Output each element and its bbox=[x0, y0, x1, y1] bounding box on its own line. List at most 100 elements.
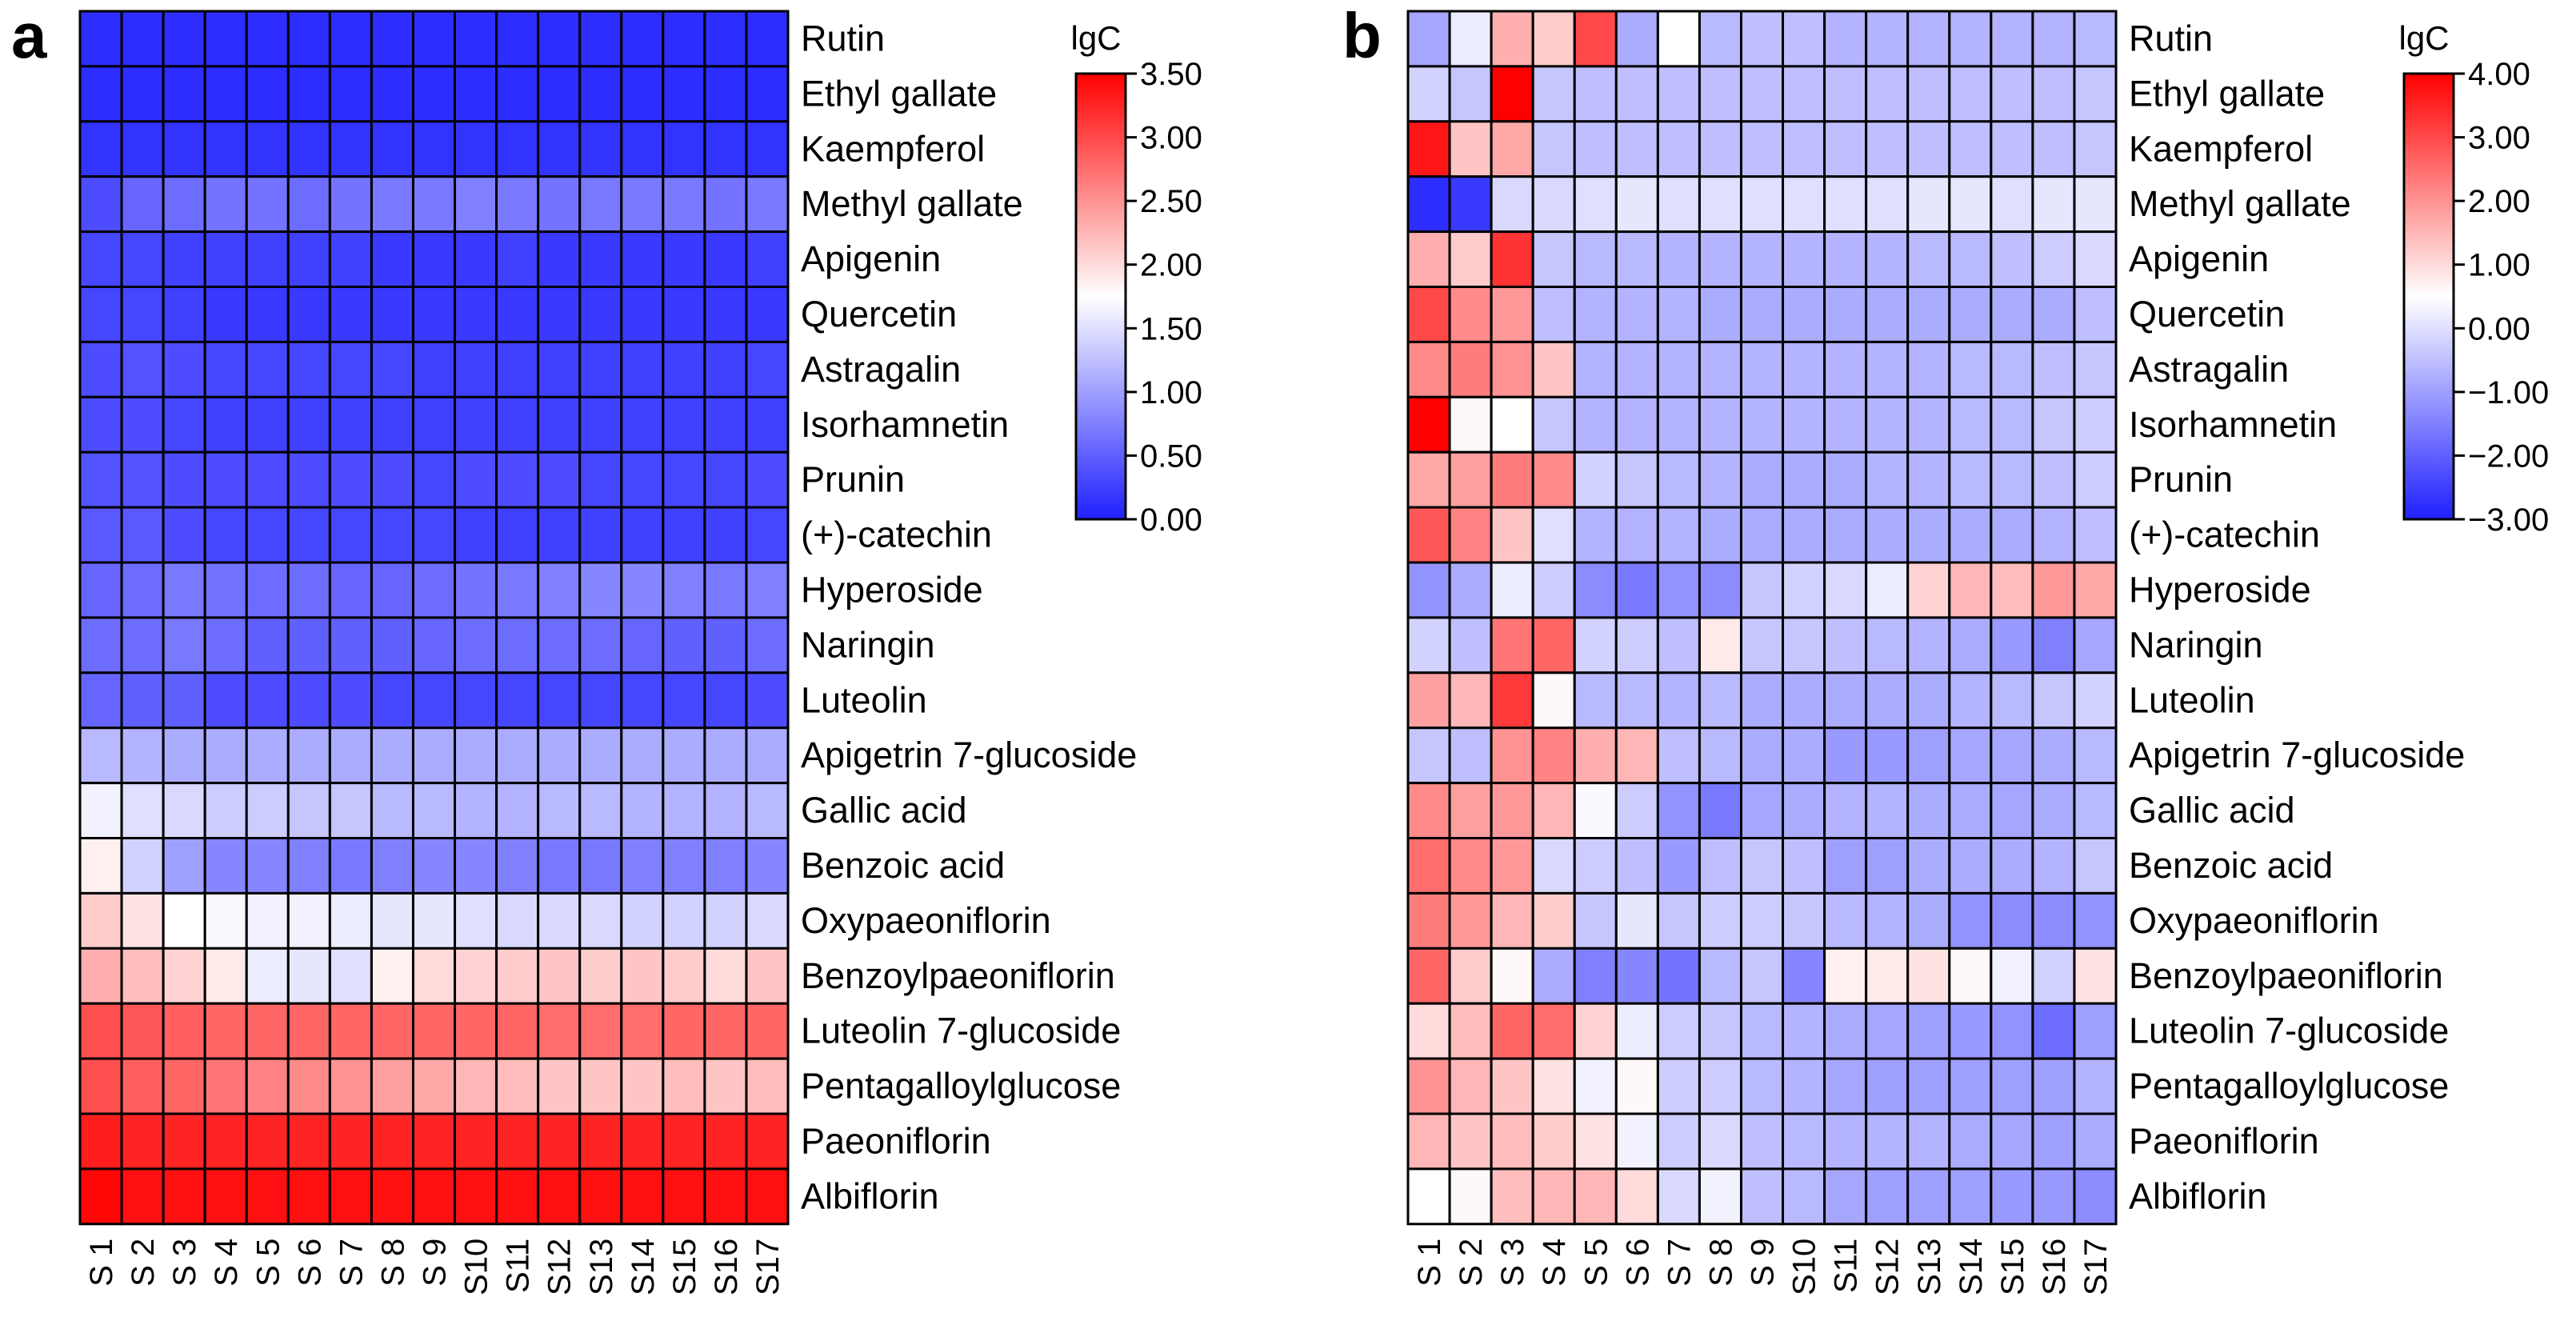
heatmap-cell bbox=[1448, 450, 1493, 509]
heatmap-cell bbox=[703, 1002, 748, 1060]
heatmap-cell bbox=[120, 837, 165, 895]
heatmap-cell bbox=[411, 782, 457, 839]
heatmap-cell bbox=[1698, 10, 1742, 68]
colorbar-tick-label: −3.00 bbox=[2468, 502, 2549, 538]
heatmap-cell bbox=[495, 395, 540, 454]
heatmap-cell bbox=[1990, 506, 2034, 564]
row-label: Astragalin bbox=[801, 349, 961, 390]
heatmap-cell bbox=[120, 891, 165, 950]
heatmap-cell bbox=[1865, 65, 1910, 123]
heatmap-cell bbox=[1448, 1002, 1493, 1060]
heatmap-cell bbox=[328, 1002, 373, 1060]
heatmap-cell bbox=[745, 671, 790, 730]
heatmap-cell bbox=[203, 1112, 248, 1171]
heatmap-cell bbox=[2031, 286, 2076, 343]
heatmap-cell bbox=[1614, 561, 1659, 619]
heatmap-cell bbox=[703, 616, 748, 675]
heatmap-cell bbox=[495, 450, 540, 509]
heatmap-cell bbox=[454, 1112, 498, 1171]
column-label: S10 bbox=[459, 1239, 494, 1295]
heatmap-cell bbox=[1573, 1112, 1618, 1171]
heatmap-cell bbox=[1698, 837, 1742, 895]
heatmap-cell bbox=[286, 340, 331, 398]
heatmap-cell bbox=[1782, 450, 1826, 509]
heatmap-cell bbox=[370, 1002, 414, 1060]
heatmap-cell bbox=[78, 175, 123, 234]
heatmap-cell bbox=[2073, 616, 2118, 675]
column-label: S 3 bbox=[167, 1239, 202, 1287]
heatmap-cell bbox=[1990, 616, 2034, 675]
heatmap-cell bbox=[662, 782, 706, 839]
heatmap-cell bbox=[411, 671, 457, 730]
colorbar-gradient bbox=[2402, 72, 2455, 521]
heatmap-cell bbox=[1573, 891, 1618, 950]
heatmap-cell bbox=[1739, 616, 1785, 675]
heatmap-cell bbox=[203, 175, 248, 234]
heatmap-cell bbox=[2031, 1112, 2076, 1171]
column-label: S 5 bbox=[1578, 1239, 1614, 1287]
heatmap-cell bbox=[245, 175, 290, 234]
heatmap-cell bbox=[495, 340, 540, 398]
heatmap-cell bbox=[1823, 230, 1868, 289]
heatmap-cell bbox=[578, 1002, 623, 1060]
heatmap-cell bbox=[745, 616, 790, 675]
heatmap-cell bbox=[328, 1057, 373, 1115]
heatmap-cell bbox=[120, 230, 165, 289]
heatmap-cell bbox=[703, 506, 748, 564]
row-label: Methyl gallate bbox=[2129, 183, 2351, 224]
colorbar-tick-label: 0.50 bbox=[1140, 438, 1202, 474]
heatmap-cell bbox=[120, 561, 165, 619]
heatmap-cell bbox=[1614, 727, 1659, 785]
heatmap-cell bbox=[1490, 1057, 1534, 1115]
heatmap-cell bbox=[78, 727, 123, 785]
heatmap-cell bbox=[578, 782, 623, 839]
heatmap-cell bbox=[370, 1112, 414, 1171]
heatmap-cell bbox=[328, 727, 373, 785]
heatmap-cell bbox=[1656, 782, 1701, 839]
heatmap-cell bbox=[1698, 230, 1742, 289]
colorbar-tick-label: 3.00 bbox=[2468, 121, 2530, 156]
heatmap-cell bbox=[286, 561, 331, 619]
heatmap-cell bbox=[2031, 727, 2076, 785]
heatmap-cell bbox=[1448, 230, 1493, 289]
heatmap-cell bbox=[1739, 1057, 1785, 1115]
heatmap-cell bbox=[162, 947, 206, 1005]
heatmap-cell bbox=[1990, 782, 2034, 839]
heatmap-cell bbox=[2031, 65, 2076, 123]
heatmap-cell bbox=[286, 120, 331, 178]
heatmap-cell bbox=[1406, 891, 1451, 950]
heatmap-cell bbox=[203, 450, 248, 509]
heatmap-cell bbox=[1573, 782, 1618, 839]
heatmap-cell bbox=[1406, 727, 1451, 785]
heatmap-cell bbox=[286, 947, 331, 1005]
heatmap-panel-b: b Rutin Ethyl gallate Kaempferol Methyl gal… bbox=[1342, 0, 2549, 1295]
heatmap-cell bbox=[745, 1112, 790, 1171]
heatmap-cell bbox=[578, 1112, 623, 1171]
heatmap-cell bbox=[411, 450, 457, 509]
heatmap-cell bbox=[328, 286, 373, 343]
heatmap-cell bbox=[1614, 120, 1659, 178]
heatmap-cell bbox=[1865, 450, 1910, 509]
heatmap-cell bbox=[662, 671, 706, 730]
heatmap-cell bbox=[620, 175, 665, 234]
heatmap-cell bbox=[78, 286, 123, 343]
column-label: S16 bbox=[2037, 1239, 2072, 1295]
heatmap-cell bbox=[1656, 450, 1701, 509]
heatmap-cell bbox=[1531, 286, 1576, 343]
heatmap-cell bbox=[1698, 782, 1742, 839]
heatmap-cell bbox=[1531, 891, 1576, 950]
heatmap-cell bbox=[495, 891, 540, 950]
heatmap-cell bbox=[1990, 120, 2034, 178]
heatmap-cell bbox=[1782, 947, 1826, 1005]
colorbar-tick-label: −1.00 bbox=[2468, 375, 2549, 410]
heatmap-cell bbox=[1865, 671, 1910, 730]
heatmap-cell bbox=[1490, 340, 1534, 398]
heatmap-cell bbox=[328, 1112, 373, 1171]
heatmap-cell bbox=[1531, 10, 1576, 68]
heatmap-cell bbox=[245, 616, 290, 675]
heatmap-cell bbox=[1782, 616, 1826, 675]
heatmap-cell bbox=[411, 891, 457, 950]
heatmap-cell bbox=[1573, 395, 1618, 454]
heatmap-cell bbox=[2073, 782, 2118, 839]
heatmap-cell bbox=[120, 1167, 165, 1226]
